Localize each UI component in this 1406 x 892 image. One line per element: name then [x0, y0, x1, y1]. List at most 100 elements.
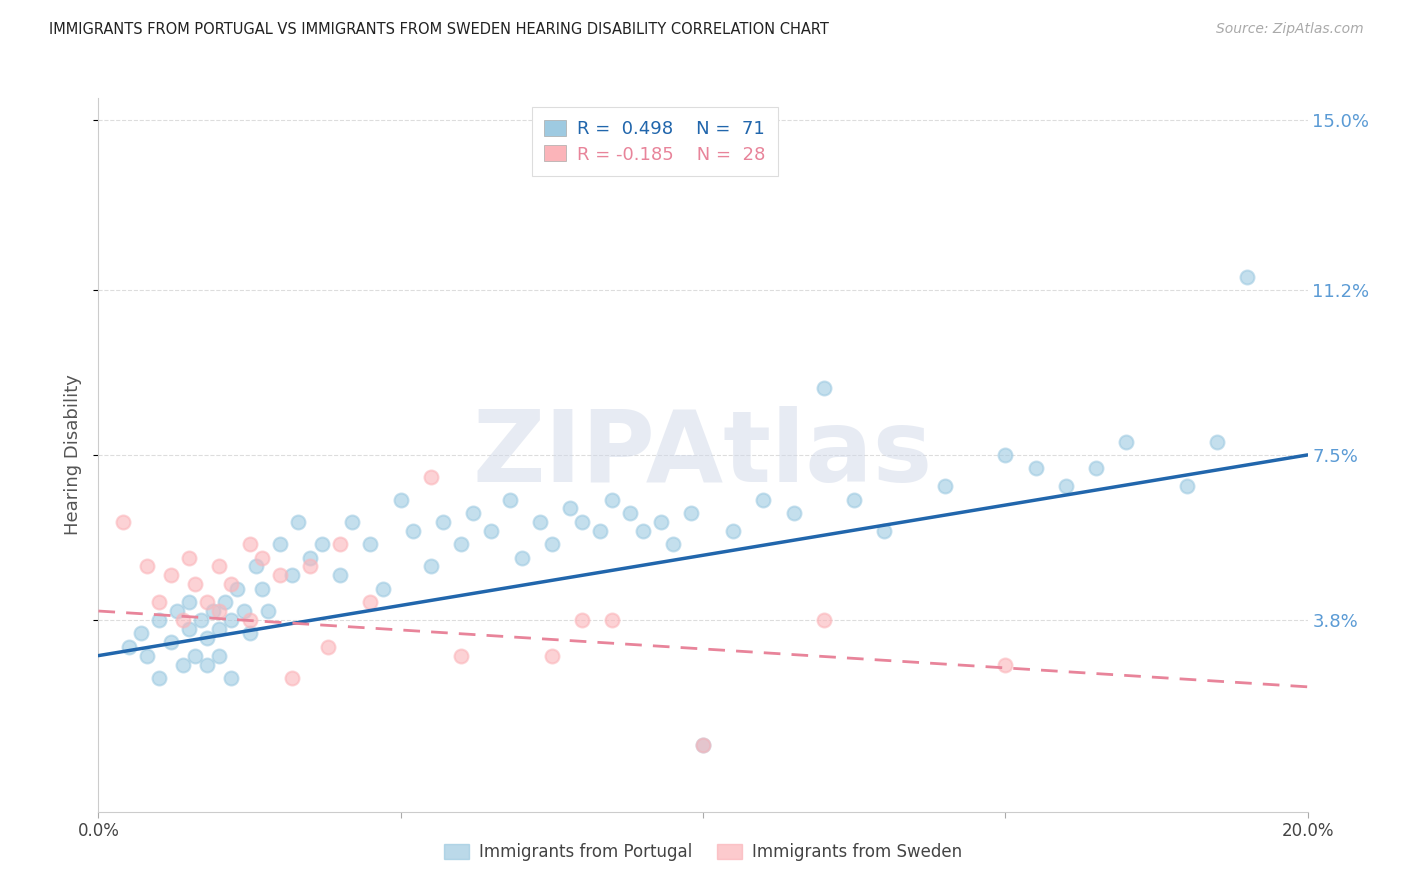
Point	[873, 524, 896, 538]
Point	[202, 604, 225, 618]
Point	[179, 595, 201, 609]
Point	[281, 568, 304, 582]
Point	[256, 604, 278, 618]
Point	[360, 595, 382, 609]
Point	[360, 537, 382, 551]
Point	[184, 577, 207, 591]
Point	[172, 613, 194, 627]
Point	[1024, 461, 1046, 475]
Point	[184, 648, 207, 663]
Point	[558, 501, 581, 516]
Point	[529, 515, 551, 529]
Point	[135, 559, 157, 574]
Y-axis label: Hearing Disability: Hearing Disability	[65, 375, 83, 535]
Point	[1054, 479, 1077, 493]
Point	[269, 537, 291, 551]
Point	[221, 613, 243, 627]
Text: IMMIGRANTS FROM PORTUGAL VS IMMIGRANTS FROM SWEDEN HEARING DISABILITY CORRELATIO: IMMIGRANTS FROM PORTUGAL VS IMMIGRANTS F…	[49, 22, 830, 37]
Point	[160, 635, 183, 649]
Point	[250, 550, 273, 565]
Point	[1085, 461, 1108, 475]
Point	[316, 640, 339, 654]
Point	[631, 524, 654, 538]
Point	[571, 613, 593, 627]
Point	[679, 506, 702, 520]
Point	[245, 559, 267, 574]
Point	[813, 613, 835, 627]
Point	[329, 537, 352, 551]
Point	[129, 626, 152, 640]
Point	[148, 671, 170, 685]
Point	[1206, 434, 1229, 449]
Point	[994, 448, 1017, 462]
Point	[481, 524, 503, 538]
Point	[450, 648, 472, 663]
Point	[602, 613, 624, 627]
Text: ZIPAtlas: ZIPAtlas	[472, 407, 934, 503]
Point	[650, 515, 672, 529]
Point	[1236, 269, 1258, 284]
Point	[269, 568, 291, 582]
Point	[934, 479, 956, 493]
Point	[160, 568, 183, 582]
Point	[420, 470, 443, 484]
Point	[602, 492, 624, 507]
Point	[118, 640, 141, 654]
Point	[463, 506, 485, 520]
Point	[571, 515, 593, 529]
Point	[195, 631, 218, 645]
Point	[111, 515, 134, 529]
Point	[221, 671, 243, 685]
Point	[239, 537, 262, 551]
Point	[311, 537, 333, 551]
Point	[723, 524, 745, 538]
Point	[166, 604, 188, 618]
Point	[589, 524, 612, 538]
Point	[195, 657, 218, 672]
Point	[287, 515, 309, 529]
Point	[195, 595, 218, 609]
Point	[450, 537, 472, 551]
Point	[148, 595, 170, 609]
Point	[510, 550, 533, 565]
Point	[498, 492, 520, 507]
Point	[221, 577, 243, 591]
Point	[994, 657, 1017, 672]
Text: Source: ZipAtlas.com: Source: ZipAtlas.com	[1216, 22, 1364, 37]
Point	[172, 657, 194, 672]
Point	[208, 559, 231, 574]
Point	[1175, 479, 1198, 493]
Point	[540, 648, 562, 663]
Point	[662, 537, 685, 551]
Point	[179, 622, 201, 636]
Point	[402, 524, 425, 538]
Point	[752, 492, 775, 507]
Point	[239, 626, 262, 640]
Point	[619, 506, 641, 520]
Point	[190, 613, 212, 627]
Point	[208, 622, 231, 636]
Point	[299, 559, 322, 574]
Point	[1115, 434, 1137, 449]
Point	[179, 550, 201, 565]
Legend: Immigrants from Portugal, Immigrants from Sweden: Immigrants from Portugal, Immigrants fro…	[437, 837, 969, 868]
Point	[692, 738, 714, 752]
Point	[371, 582, 394, 596]
Point	[420, 559, 443, 574]
Point	[208, 604, 231, 618]
Point	[214, 595, 236, 609]
Point	[148, 613, 170, 627]
Point	[432, 515, 454, 529]
Point	[813, 381, 835, 395]
Point	[135, 648, 157, 663]
Point	[226, 582, 249, 596]
Point	[540, 537, 562, 551]
Point	[232, 604, 254, 618]
Point	[208, 648, 231, 663]
Point	[281, 671, 304, 685]
Point	[783, 506, 806, 520]
Point	[239, 613, 262, 627]
Point	[389, 492, 412, 507]
Point	[250, 582, 273, 596]
Point	[692, 738, 714, 752]
